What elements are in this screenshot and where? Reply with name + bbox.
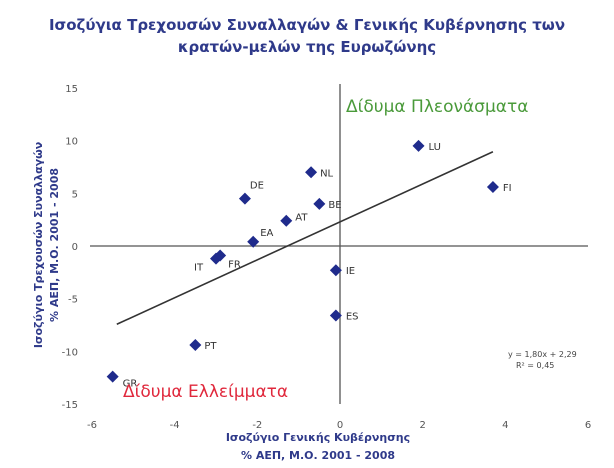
y-tick-label: 10 [65, 137, 78, 148]
chart-title-line2: κρατών-μελών της Ευρωζώνης [177, 38, 437, 56]
point-label-be: BE [328, 200, 341, 211]
chart-title-line1: Ισοζύγια Τρεχουσών Συναλλαγών & Γενικής … [48, 16, 566, 34]
data-point-es [329, 309, 342, 322]
y-tick-label: -10 [62, 347, 78, 358]
x-tick-label: -4 [170, 420, 180, 431]
point-label-ie: IE [346, 266, 355, 277]
data-point-it [210, 252, 222, 265]
point-label-nl: NL [320, 168, 333, 179]
x-tick-label: 2 [419, 420, 425, 431]
y-tick-label: 15 [65, 84, 78, 95]
trendline-r-squared: R² = 0,45 [516, 361, 554, 370]
data-point-fi [486, 181, 499, 194]
point-label-lu: LU [429, 142, 441, 153]
point-label-fi: FI [503, 183, 512, 194]
x-tick-label: -6 [87, 420, 97, 431]
point-label-pt: PT [204, 341, 217, 352]
x-tick-label: 0 [337, 420, 343, 431]
x-tick-label: 6 [585, 420, 591, 431]
y-tick-label: 5 [72, 189, 78, 200]
y-tick-label: -15 [62, 400, 78, 411]
data-point-de [238, 192, 251, 205]
data-point-pt [189, 339, 202, 352]
data-point-fr [214, 249, 227, 262]
point-label-fr: FR [228, 259, 241, 270]
x-axis-title-line2: % ΑΕΠ, Μ.Ο. 2001 - 2008 [241, 449, 395, 462]
point-label-de: DE [250, 181, 264, 192]
y-tick-label: -5 [68, 295, 78, 306]
x-tick-label: 4 [502, 420, 508, 431]
annotation-twin-deficits: Δίδυμα Ελλείμματα [123, 382, 288, 402]
trendline [116, 150, 494, 325]
point-label-it: IT [194, 263, 204, 274]
data-point-nl [305, 166, 318, 179]
data-point-at [280, 214, 293, 227]
data-point-ea [247, 235, 260, 248]
data-point-lu [412, 139, 425, 152]
y-tick-label: 0 [72, 242, 78, 253]
data-point-be [313, 197, 326, 210]
point-label-ea: EA [260, 228, 273, 239]
x-tick-label: -2 [252, 420, 262, 431]
annotation-twin-surpluses: Δίδυμα Πλεονάσματα [346, 97, 528, 117]
point-label-es: ES [346, 312, 359, 323]
point-label-gr: GR [123, 379, 138, 390]
y-axis-title-line1: Ισοζύγιο Τρεχουσών Συναλλαγών [32, 142, 45, 348]
point-label-at: AT [295, 213, 308, 224]
data-point-gr [106, 370, 119, 383]
y-axis-title-line2: % ΑΕΠ, Μ.Ο. 2001 - 2008 [48, 168, 61, 322]
trendline-equation: y = 1,80x + 2,29 [508, 350, 577, 359]
x-axis-title-line1: Ισοζύγιο Γενικής Κυβέρνησης [226, 431, 410, 444]
data-point-ie [329, 264, 342, 277]
